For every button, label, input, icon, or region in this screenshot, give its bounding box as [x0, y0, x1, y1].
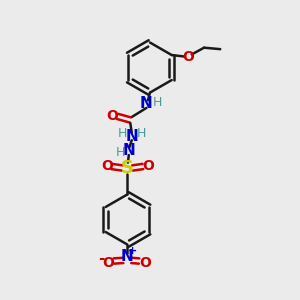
Text: H: H — [153, 96, 162, 109]
Text: H: H — [118, 127, 127, 140]
Text: O: O — [101, 160, 113, 173]
Text: O: O — [107, 110, 118, 123]
Text: N: N — [140, 96, 153, 111]
Text: +: + — [128, 246, 137, 256]
Text: H: H — [136, 127, 146, 140]
Text: H: H — [116, 146, 125, 159]
Text: N: N — [122, 143, 135, 158]
Text: N: N — [125, 129, 138, 144]
Text: O: O — [142, 160, 154, 173]
Text: O: O — [139, 256, 151, 270]
Text: O: O — [182, 50, 194, 64]
Text: N: N — [121, 249, 134, 264]
Text: S: S — [121, 159, 134, 177]
Text: O: O — [102, 256, 114, 270]
Text: -: - — [98, 250, 105, 266]
